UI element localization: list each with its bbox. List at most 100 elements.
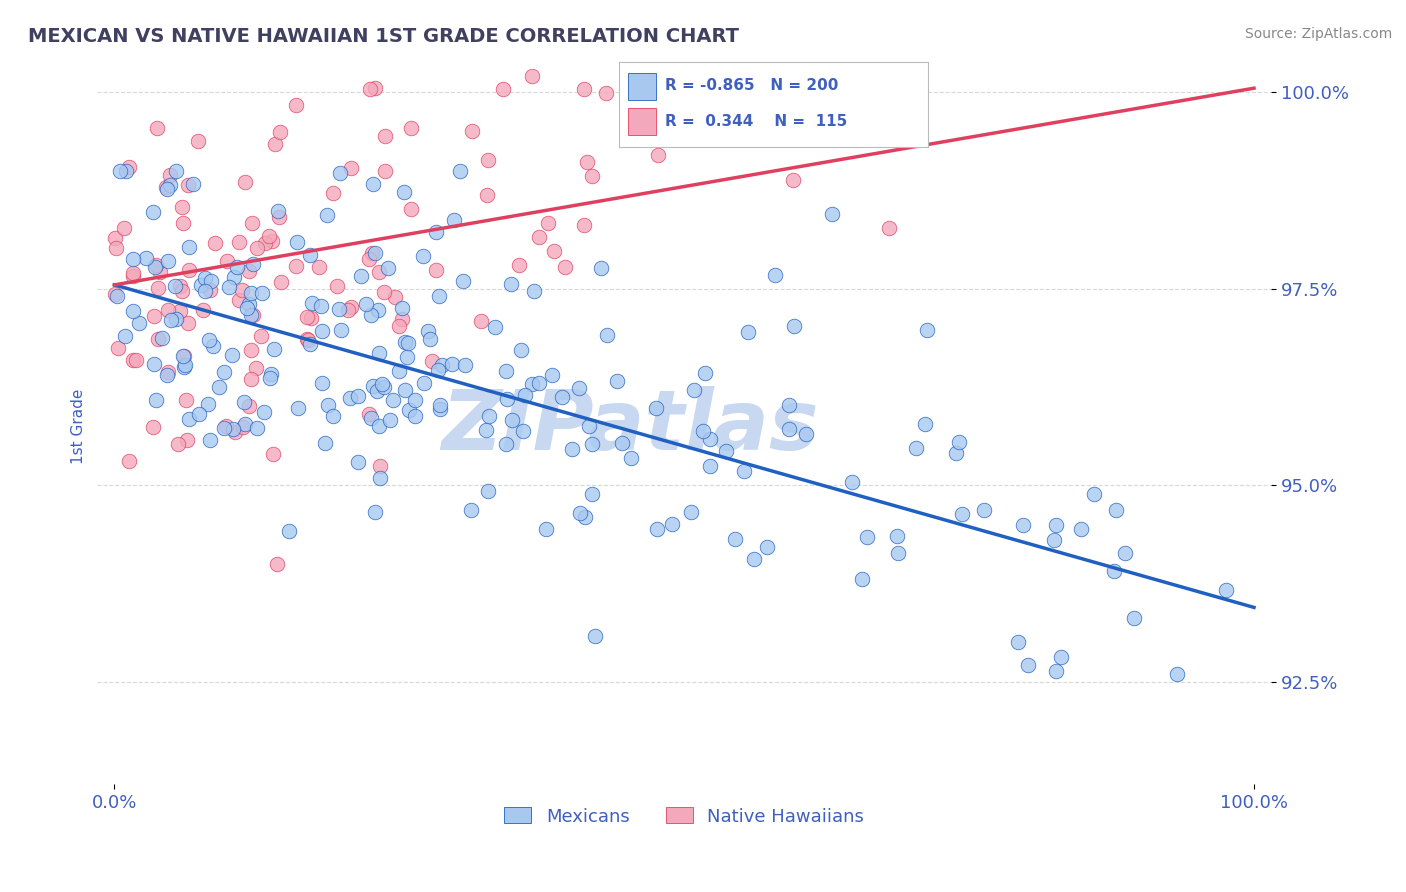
Point [453,359,475,373]
Point [225,260,247,275]
Point [554,260,576,274]
Point [568,381,591,395]
Point [572,81,595,95]
Point [172,217,194,231]
Point [257,228,280,243]
Point [948,434,970,449]
Point [945,446,967,460]
Point [699,433,721,447]
Point [1070,522,1092,536]
Point [399,120,422,135]
Point [169,304,191,318]
Point [285,98,308,112]
Point [246,241,269,255]
Point [755,541,778,555]
Point [361,178,384,192]
Point [187,134,209,148]
Point [233,417,256,432]
Point [461,123,484,137]
Point [238,400,260,414]
Point [122,303,145,318]
Point [340,161,363,175]
Point [165,312,187,326]
Point [647,148,669,162]
Point [973,503,995,517]
Text: MEXICAN VS NATIVE HAWAIIAN 1ST GRADE CORRELATION CHART: MEXICAN VS NATIVE HAWAIIAN 1ST GRADE COR… [28,27,740,45]
Point [443,212,465,227]
Point [114,329,136,343]
Point [367,303,389,318]
Point [350,268,373,283]
Point [441,357,464,371]
Point [173,350,195,364]
Point [149,265,172,279]
Point [492,81,515,95]
Point [886,529,908,543]
Point [240,372,263,386]
Bar [628,108,655,136]
Point [1083,486,1105,500]
Point [510,343,533,357]
Point [122,269,145,284]
Point [165,163,187,178]
Point [395,350,418,364]
Point [142,420,165,434]
Point [591,260,613,275]
Point [737,325,759,339]
Point [339,391,361,405]
Point [543,244,565,258]
Point [380,413,402,427]
Point [499,277,522,291]
Point [778,422,800,436]
Point [368,265,391,279]
Point [377,260,399,275]
Point [366,384,388,398]
Point [495,392,517,407]
Point [425,225,447,239]
Point [339,301,361,315]
Point [125,352,148,367]
Point [1215,582,1237,597]
Point [391,311,413,326]
Point [661,516,683,531]
Point [581,487,603,501]
Point [238,264,260,278]
Point [259,371,281,385]
Point [285,235,308,250]
Point [360,245,382,260]
Point [228,293,250,307]
Point [308,260,330,274]
Point [1049,650,1071,665]
Point [337,303,360,318]
Point [148,332,170,346]
Point [534,522,557,536]
Point [177,178,200,193]
Point [572,218,595,232]
Point [645,522,668,536]
Point [143,260,166,274]
Point [427,289,450,303]
Point [714,443,737,458]
Point [508,258,530,272]
Point [165,278,187,293]
Point [221,348,243,362]
Point [112,220,135,235]
Point [851,70,873,84]
Point [152,331,174,345]
Point [329,165,352,179]
Point [391,301,413,315]
Point [314,436,336,450]
Point [887,546,910,560]
Point [172,284,194,298]
Point [412,249,434,263]
Point [692,424,714,438]
Point [419,332,441,346]
Point [156,368,179,382]
Point [470,314,492,328]
Point [877,221,900,235]
Point [346,389,368,403]
Point [142,357,165,371]
Point [176,433,198,447]
Point [179,412,201,426]
Point [484,319,506,334]
